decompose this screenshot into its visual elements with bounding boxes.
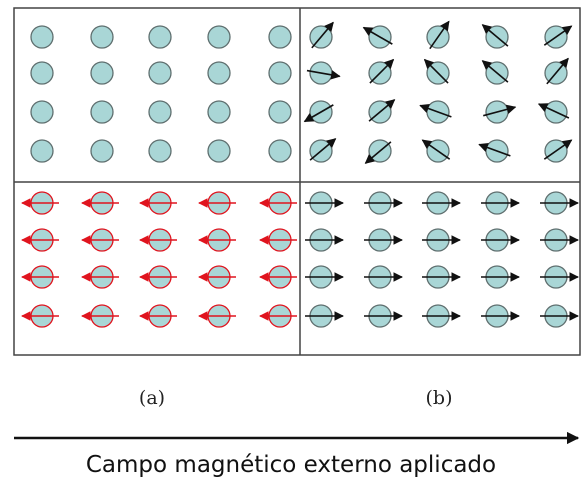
particle [30,25,54,49]
moment-arrow-random [306,69,341,80]
moment-arrow-random [364,141,392,164]
particle-grid [21,20,579,328]
particle [30,100,54,124]
moment-arrow-random [429,20,450,50]
moment-arrow-random [483,104,517,117]
moment-arrow-random [303,104,334,123]
particle [268,25,292,49]
particle [207,25,231,49]
particle [207,139,231,163]
particle [90,61,114,85]
moment-arrow-random [546,57,569,85]
particle [148,139,172,163]
particle [207,100,231,124]
panel-b-label: (b) [426,387,453,409]
moment-arrow-random [478,142,511,157]
particle [90,100,114,124]
particle [268,61,292,85]
particle [148,61,172,85]
moment-arrow-random [362,26,393,45]
moment-arrow-random [481,24,509,47]
particle [30,61,54,85]
moment-arrow-random [369,58,395,84]
panel-frame [13,7,581,356]
particle [90,25,114,49]
moment-arrow-random [311,21,334,49]
particle [268,100,292,124]
particle [207,61,231,85]
moment-arrow-random [543,25,573,46]
moment-arrow-random [419,103,452,118]
moment-arrow-random [537,103,570,119]
moment-arrow-random [423,58,449,84]
particle [148,25,172,49]
particle [90,139,114,163]
particle [148,100,172,124]
moment-arrow-random [543,139,573,160]
particle [30,139,54,163]
moment-arrow-random [421,139,451,160]
particle [268,139,292,163]
caption: Campo magnético externo aplicado [86,452,496,478]
moment-arrow-random [368,99,396,122]
moment-arrow-random [481,60,509,83]
panel-a-label: (a) [139,387,165,409]
moment-arrow-random [309,138,337,161]
